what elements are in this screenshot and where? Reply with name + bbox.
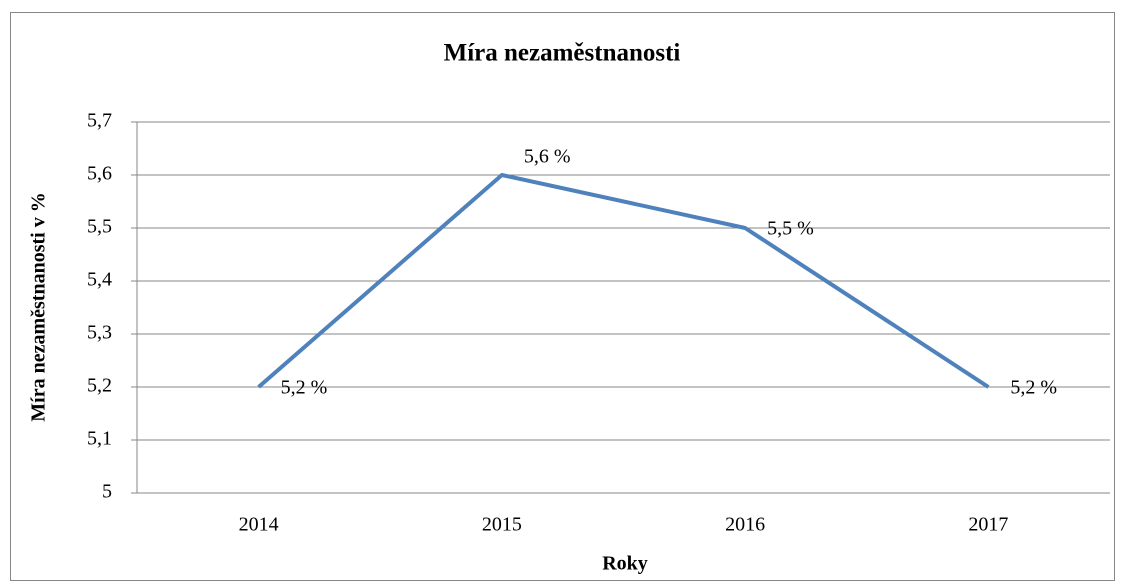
y-tick-label: 5,7: [87, 110, 112, 132]
x-tick-label: 2016: [725, 514, 765, 536]
x-tick-label: 2017: [968, 514, 1008, 536]
data-label: 5,2 %: [1010, 377, 1057, 399]
y-tick-label: 5,3: [87, 322, 112, 344]
x-tick-label: 2015: [482, 514, 522, 536]
data-label: 5,5 %: [767, 218, 814, 240]
y-tick-label: 5: [102, 481, 112, 503]
data-label: 5,2 %: [281, 377, 328, 399]
line-series: [257, 173, 990, 389]
data-label: 5,6 %: [524, 146, 571, 168]
x-tick-label: 2014: [239, 514, 279, 536]
y-tick-label: 5,4: [87, 269, 112, 291]
x-axis-label: Roky: [602, 553, 648, 575]
y-axis-label: Míra nezaměstnanosti v %: [28, 192, 50, 421]
chart-border: [10, 12, 1115, 581]
y-tick-label: 5,1: [87, 428, 112, 450]
y-tick-label: 5,2: [87, 375, 112, 397]
y-tick-label: 5,5: [87, 216, 112, 238]
chart-title: Míra nezaměstnanosti: [444, 40, 681, 67]
y-tick-label: 5,6: [87, 163, 112, 185]
